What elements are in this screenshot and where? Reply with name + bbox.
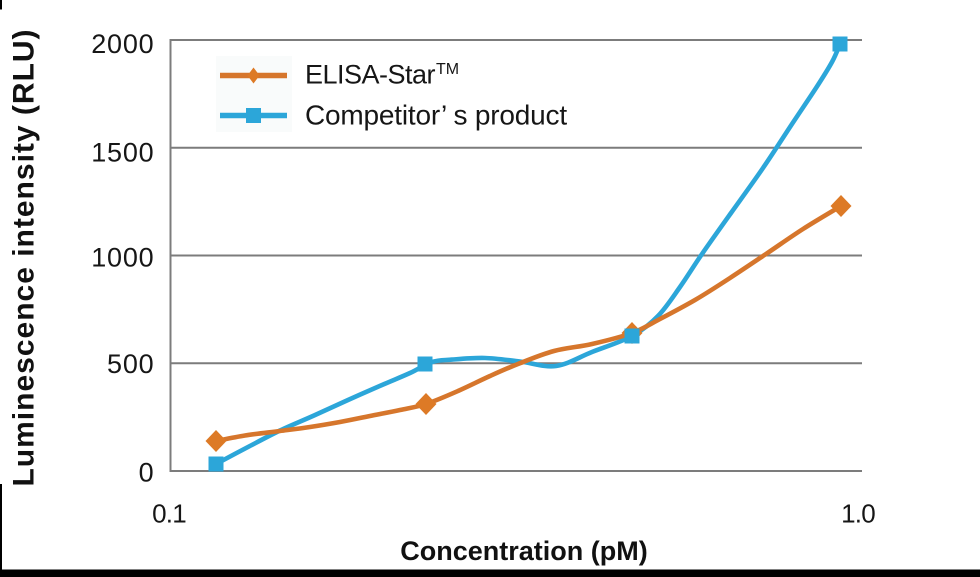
svg-text:Luminescence intensity (RLU): Luminescence intensity (RLU)	[8, 28, 41, 486]
svg-text:2000: 2000	[91, 29, 154, 59]
svg-text:500: 500	[107, 349, 154, 379]
svg-text:0.1: 0.1	[152, 499, 186, 529]
svg-text:Competitor’ s product: Competitor’ s product	[305, 100, 567, 131]
svg-text:1000: 1000	[91, 243, 154, 273]
svg-text:1500: 1500	[91, 138, 154, 168]
svg-text:TM: TM	[436, 61, 459, 78]
svg-text:ELISA-Star: ELISA-Star	[305, 60, 436, 90]
svg-text:0: 0	[139, 457, 155, 487]
svg-text:1.0: 1.0	[841, 499, 875, 529]
svg-text:Concentration (pM): Concentration (pM)	[400, 536, 647, 566]
